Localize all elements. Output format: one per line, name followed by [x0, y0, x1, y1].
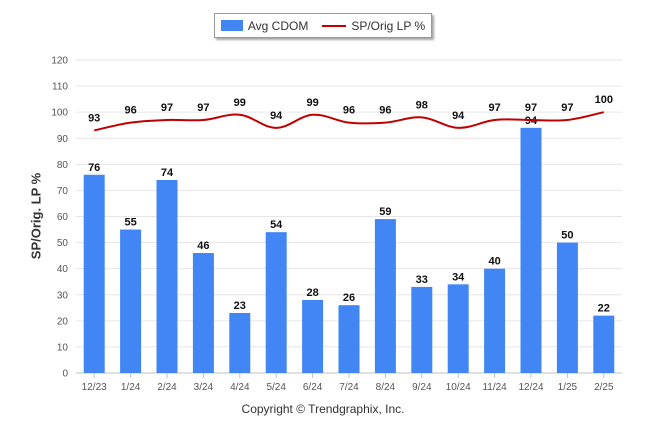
- line-data-label: 96: [343, 105, 355, 117]
- bar[interactable]: [156, 179, 178, 373]
- y-axis-label: SP/Orig. LP %: [28, 172, 44, 260]
- line-data-label: 96: [379, 105, 391, 117]
- y-tick-label: 70: [57, 186, 69, 197]
- x-tick-label: 12/23: [82, 382, 107, 393]
- y-tick-label: 110: [52, 82, 68, 93]
- y-tick-label: 50: [57, 238, 69, 249]
- legend-item-avg-cdom[interactable]: Avg CDOM: [220, 18, 309, 33]
- bar-data-label: 76: [88, 162, 100, 174]
- legend-swatch-bar: [220, 20, 243, 31]
- bar-data-label: 23: [234, 300, 246, 312]
- line-series-path[interactable]: [93, 111, 605, 132]
- x-tick-label: 12/24: [518, 382, 543, 393]
- line-series: 93 96 97 97 99 94 99 96 96 98 94 97 97 97 100: [88, 94, 613, 132]
- bar[interactable]: [593, 315, 615, 373]
- x-tick-label: 9/24: [412, 382, 432, 393]
- bar[interactable]: [520, 127, 542, 373]
- bar-data-label: 22: [598, 303, 610, 315]
- x-tick-label: 1/25: [558, 382, 578, 393]
- bar[interactable]: [338, 305, 360, 373]
- y-tick-label: 10: [57, 342, 69, 353]
- bar-data-label: 40: [488, 256, 500, 268]
- bar-data-label: 28: [306, 287, 318, 299]
- x-tick-labels: 12/23 1/24 2/24 3/24 4/24 5/24 6/24 7/24 8/24 9/2…: [82, 373, 614, 393]
- y-tick-label: 30: [57, 290, 69, 301]
- x-tick-label: 5/24: [266, 382, 286, 393]
- legend-swatch-line: [322, 24, 347, 27]
- copyright-text: Copyright © Trendgraphix, Inc.: [241, 402, 405, 416]
- x-tick-label: 8/24: [376, 382, 396, 393]
- y-tick-label: 20: [57, 316, 69, 327]
- bar-data-label: 55: [124, 217, 136, 229]
- bar-data-label: 54: [270, 219, 283, 231]
- bar-data-label: 46: [197, 240, 209, 252]
- line-data-label: 97: [488, 102, 500, 114]
- x-tick-label: 4/24: [230, 382, 250, 393]
- line-data-label: 96: [124, 105, 136, 117]
- line-data-label: 94: [452, 110, 465, 122]
- y-tick-label: 90: [57, 134, 69, 145]
- y-tick-labels: 0 10 20 30 40 50 60 70 80 90 100 110 120: [51, 56, 68, 380]
- bar-data-label: 50: [561, 230, 573, 242]
- bar[interactable]: [229, 313, 251, 373]
- bar[interactable]: [302, 299, 324, 373]
- x-tick-label: 2/25: [594, 382, 614, 393]
- y-tick-label: 0: [62, 369, 68, 380]
- bar[interactable]: [374, 219, 396, 373]
- bar[interactable]: [447, 284, 469, 373]
- y-tick-label: 100: [51, 108, 68, 119]
- bar-data-label: 26: [343, 292, 355, 304]
- x-tick-label: 6/24: [303, 382, 323, 393]
- y-tick-label: 120: [51, 56, 68, 67]
- bar[interactable]: [120, 229, 142, 373]
- x-tick-label: 11/24: [482, 382, 507, 393]
- line-data-label: 97: [161, 102, 173, 114]
- bar[interactable]: [83, 174, 105, 373]
- line-data-label: 97: [561, 102, 573, 114]
- line-data-label: 97: [525, 102, 537, 114]
- line-data-label: 100: [595, 94, 613, 106]
- line-data-label: 93: [88, 112, 100, 124]
- x-tick-label: 3/24: [194, 382, 214, 393]
- y-tick-label: 40: [57, 264, 69, 275]
- bar[interactable]: [265, 232, 287, 373]
- bar[interactable]: [484, 268, 506, 373]
- line-data-label: 97: [197, 102, 209, 114]
- legend-item-sp-orig-lp[interactable]: SP/Orig LP %: [322, 19, 425, 33]
- legend: Avg CDOM SP/Orig LP %: [214, 13, 432, 38]
- bar[interactable]: [556, 242, 578, 373]
- line-data-label: 99: [306, 97, 318, 109]
- x-tick-label: 2/24: [157, 382, 177, 393]
- line-data-label: 94: [270, 110, 283, 122]
- legend-label-avg-cdom: Avg CDOM: [247, 18, 309, 33]
- x-tick-label: 1/24: [121, 382, 141, 393]
- x-tick-label: 7/24: [339, 382, 359, 393]
- y-tick-label: 80: [57, 160, 69, 171]
- x-tick-label: 10/24: [446, 382, 471, 393]
- bar-data-label: 59: [379, 206, 391, 218]
- legend-label-sp-orig-lp: SP/Orig LP %: [351, 18, 426, 33]
- bar[interactable]: [411, 286, 433, 373]
- y-tick-label: 60: [57, 212, 69, 223]
- bar-data-label: 74: [161, 167, 174, 179]
- line-data-label: 98: [416, 99, 428, 111]
- bar-data-label: 34: [452, 271, 465, 283]
- bar-data-label: 33: [416, 274, 428, 286]
- line-data-label: 99: [234, 97, 246, 109]
- bar[interactable]: [192, 253, 214, 373]
